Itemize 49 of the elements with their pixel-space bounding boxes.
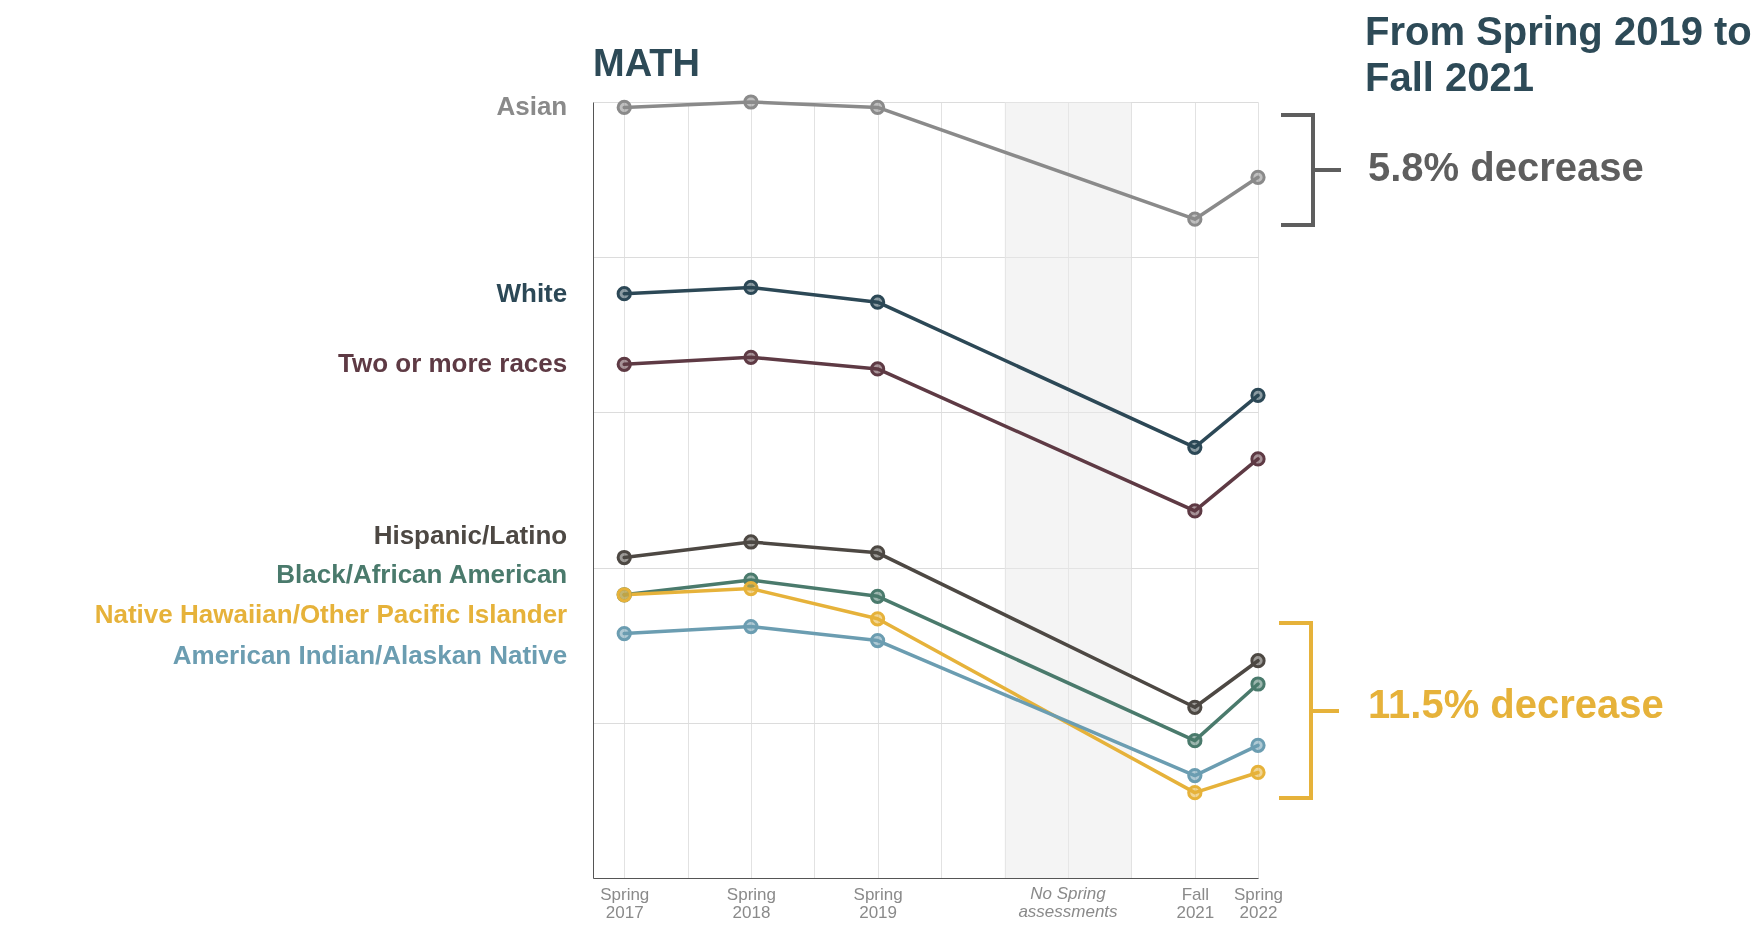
point: [1187, 439, 1203, 455]
series-label: Native Hawaiian/Other Pacific Islander: [94, 598, 568, 629]
series-label: American Indian/Alaskan Native: [172, 639, 568, 670]
point: [1250, 387, 1266, 403]
point: [743, 534, 759, 550]
point: [616, 625, 632, 642]
point: [869, 99, 886, 116]
series-label: Asian: [496, 91, 568, 122]
text: 5.8% decrease: [1368, 144, 1645, 190]
point: [1187, 733, 1203, 749]
point: [743, 94, 759, 110]
text: 11.5% decrease: [1368, 681, 1665, 727]
point: [743, 279, 759, 296]
point: [869, 545, 886, 561]
x-tick-label: Spring 2017: [600, 884, 650, 922]
point: [616, 549, 632, 566]
point: [1187, 785, 1203, 801]
series-label: Black/African American: [276, 558, 568, 589]
point: [1250, 737, 1266, 753]
x-tick-label: Fall 2021: [1176, 884, 1215, 922]
point: [869, 361, 886, 377]
point: [743, 618, 759, 635]
text: From Spring 2019 to Fall 2021: [1365, 8, 1753, 100]
point: [616, 356, 632, 372]
point: [1250, 653, 1266, 669]
point: [616, 286, 632, 302]
series-label: Two or more races: [337, 348, 568, 379]
point: [1187, 211, 1203, 227]
point: [1187, 503, 1203, 519]
point: [1187, 767, 1203, 784]
point: [616, 99, 632, 116]
point: [743, 349, 759, 365]
x-tick-label: Spring 2022: [1233, 884, 1284, 922]
point: [1250, 451, 1266, 467]
point: [1187, 699, 1203, 715]
point: [1250, 764, 1266, 781]
x-tick-label: Spring 2019: [853, 884, 903, 922]
band-label: No Spring assessments: [1018, 884, 1119, 921]
point: [869, 294, 886, 310]
series-label: White: [496, 277, 568, 308]
point: [869, 632, 886, 649]
point: [743, 580, 759, 597]
x-tick-label: Spring 2018: [726, 884, 776, 922]
point: [869, 588, 886, 604]
chart-title: MATH: [593, 41, 700, 84]
point: [1250, 169, 1266, 185]
series-label: Hispanic/Latino: [373, 519, 568, 550]
point: [869, 611, 886, 627]
point: [1250, 676, 1266, 692]
